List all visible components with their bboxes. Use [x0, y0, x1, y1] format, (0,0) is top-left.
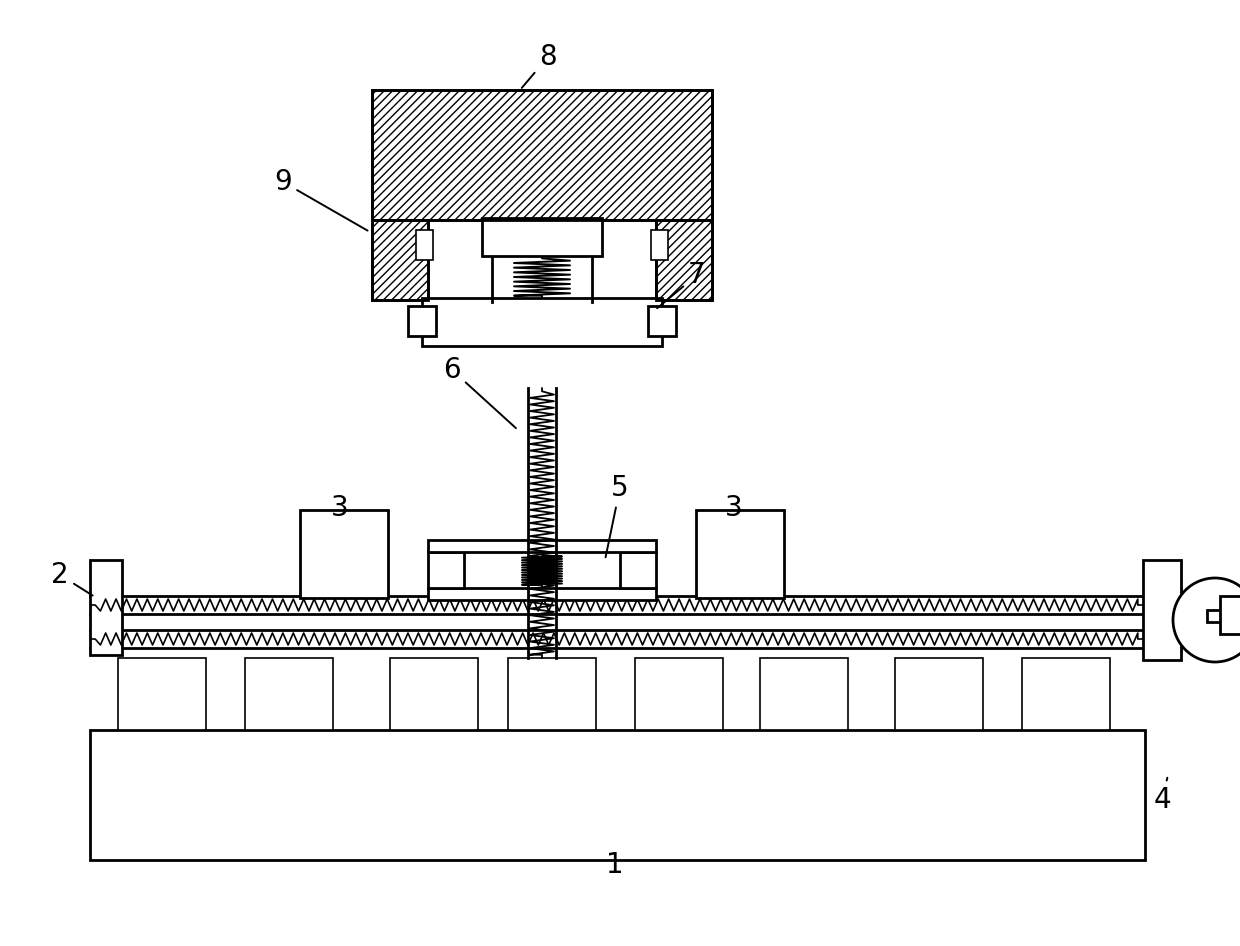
- Bar: [1143, 560, 1180, 660]
- Text: 9: 9: [274, 168, 367, 231]
- Bar: [422, 298, 662, 346]
- Text: 8: 8: [522, 43, 557, 88]
- Bar: [482, 218, 601, 256]
- Bar: [656, 220, 712, 300]
- Bar: [649, 306, 676, 336]
- Bar: [372, 90, 712, 220]
- Bar: [415, 230, 433, 260]
- Bar: [408, 306, 436, 336]
- Bar: [760, 658, 848, 730]
- Bar: [428, 552, 464, 588]
- Text: 4: 4: [1153, 778, 1171, 814]
- Text: 1: 1: [606, 851, 624, 879]
- Text: 6: 6: [443, 356, 516, 429]
- Text: 2: 2: [51, 561, 93, 596]
- Bar: [635, 658, 723, 730]
- Bar: [508, 658, 596, 730]
- Bar: [391, 658, 477, 730]
- Bar: [91, 730, 1145, 860]
- Text: 7: 7: [657, 261, 706, 308]
- Bar: [1207, 610, 1240, 622]
- Text: 5: 5: [605, 474, 629, 557]
- Bar: [372, 90, 712, 220]
- Bar: [895, 658, 983, 730]
- Bar: [656, 220, 712, 300]
- Bar: [428, 540, 656, 552]
- Bar: [91, 560, 122, 655]
- Bar: [372, 220, 428, 300]
- Bar: [492, 252, 591, 302]
- Bar: [118, 658, 206, 730]
- Text: 3: 3: [331, 494, 348, 522]
- Bar: [620, 552, 656, 588]
- Bar: [372, 220, 428, 300]
- Bar: [246, 658, 334, 730]
- Bar: [300, 510, 388, 598]
- Bar: [1022, 658, 1110, 730]
- Bar: [1220, 596, 1240, 634]
- Bar: [651, 230, 668, 260]
- Text: 3: 3: [725, 494, 743, 522]
- Bar: [696, 510, 784, 598]
- Circle shape: [1173, 578, 1240, 662]
- Bar: [428, 588, 656, 600]
